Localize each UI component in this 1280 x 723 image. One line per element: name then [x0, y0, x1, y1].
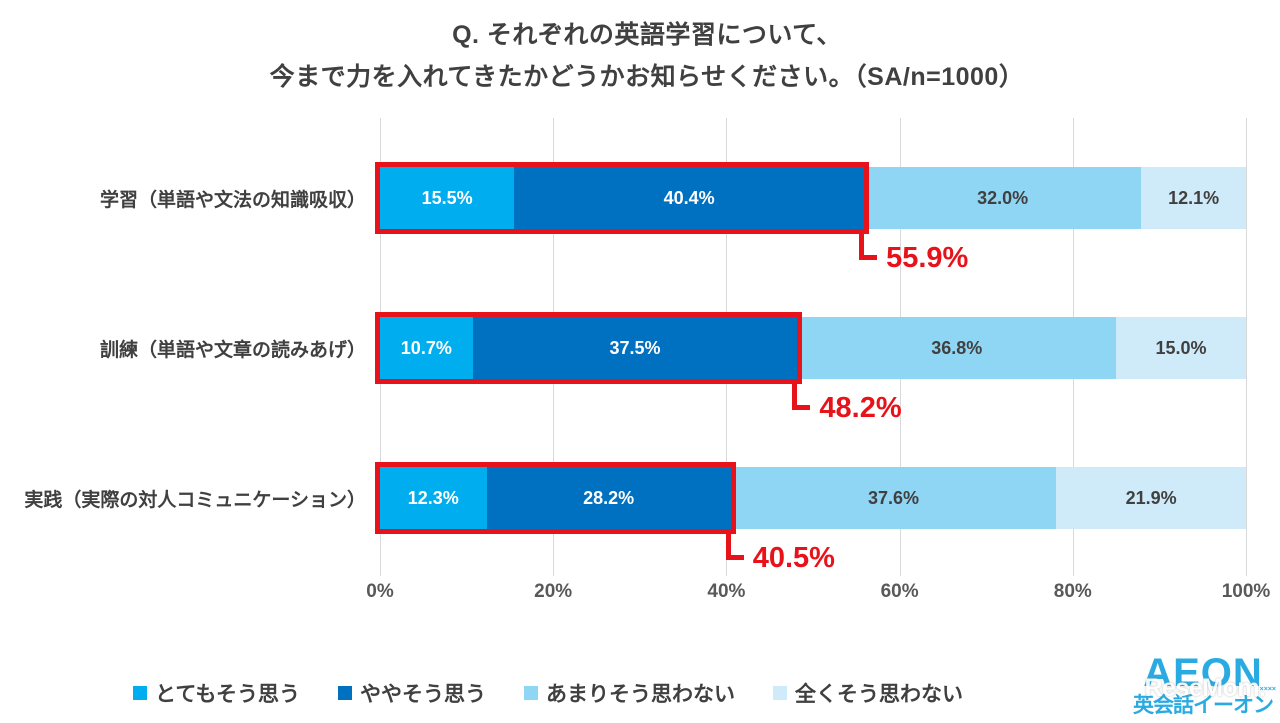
bar-row: 10.7% 37.5% 36.8% 15.0%: [380, 317, 1246, 379]
category-label-2: 実践（実際の対人コミュニケーション）: [24, 490, 366, 511]
x-tick-label-60: 60%: [880, 581, 919, 602]
bar-segment: 12.3%: [380, 467, 487, 529]
legend-label: ややそう思う: [359, 683, 486, 706]
bar-segment: 12.1%: [1141, 167, 1246, 229]
callout-leader-line: [725, 534, 749, 560]
legend-swatch-icon: [337, 686, 352, 700]
bar-segment: 32.0%: [864, 167, 1142, 229]
callout-value: 48.2%: [819, 392, 902, 424]
callout-leader-horizontal: [859, 255, 878, 260]
legend-item[interactable]: ややそう思う: [337, 678, 486, 708]
bar-row: 12.3% 28.2% 37.6% 21.9%: [380, 467, 1246, 529]
callout-leader-vertical: [725, 534, 731, 560]
callout-value: 40.5%: [752, 542, 835, 574]
title-line-2: 今まで力を入れてきたかどうかお知らせください。（SA/n=1000）: [269, 63, 1025, 91]
callout-leader-horizontal: [792, 405, 811, 410]
callout-leader-line: [792, 384, 815, 410]
plot-area: 15.5% 40.4% 32.0% 12.1% 10.7% 37.5% 36.8% 15.0%…: [366, 118, 1270, 602]
bar-segment: 37.6%: [730, 467, 1057, 529]
aeon-logo: AEON ×××× 英会話イーオン: [1128, 651, 1278, 722]
bar-segment: 21.9%: [1056, 467, 1246, 529]
legend-swatch-icon: [772, 686, 787, 700]
bar-segment: 36.8%: [797, 317, 1117, 379]
bar-segment: 15.0%: [1116, 317, 1246, 379]
bar-segment: 40.4%: [514, 167, 865, 229]
callout-leader-horizontal: [725, 555, 744, 560]
x-tick-label-40: 40%: [707, 581, 746, 602]
category-label-1: 訓練（単語や文章の読みあげ）: [99, 340, 366, 361]
resemom-watermark: ReseMom.: [1144, 674, 1266, 702]
legend-item[interactable]: とてもそう思う: [133, 678, 300, 708]
chart-legend: とてもそう思う ややそう思う あまりそう思わない 全くそう思わない: [0, 678, 1096, 708]
callout-value: 55.9%: [886, 242, 969, 274]
callout-leader-line: [859, 234, 882, 260]
aeon-logo-tm: ××××: [1259, 686, 1276, 693]
x-tick-label-20: 20%: [534, 581, 573, 602]
bar-segment: 37.5%: [472, 317, 798, 379]
gridline-100: [1246, 118, 1247, 576]
legend-label: とてもそう思う: [155, 683, 300, 706]
legend-label: あまりそう思わない: [545, 683, 735, 706]
x-tick-label-0: 0%: [366, 581, 394, 602]
legend-swatch-icon: [523, 686, 538, 700]
legend-item[interactable]: 全くそう思わない: [772, 678, 963, 708]
bar-row: 15.5% 40.4% 32.0% 12.1%: [380, 167, 1246, 229]
legend-label: 全くそう思わない: [794, 683, 963, 706]
aeon-logo-sub: 英会話イーオン: [1133, 694, 1274, 717]
x-tick-label-100: 100%: [1221, 581, 1271, 602]
x-tick-label-80: 80%: [1053, 581, 1092, 602]
legend-item[interactable]: あまりそう思わない: [523, 678, 735, 708]
legend-swatch-icon: [133, 686, 148, 700]
aeon-logo-brand: AEON: [1142, 651, 1264, 696]
title-line-1: Q. それぞれの英語学習について、: [452, 21, 842, 49]
bar-segment: 10.7%: [380, 317, 473, 379]
bar-segment: 15.5%: [380, 167, 515, 229]
category-label-0: 学習（単語や文法の知識吸収）: [99, 190, 366, 211]
callout-leader-vertical: [792, 384, 798, 410]
page-title: Q. それぞれの英語学習について、 今まで力を入れてきたかどうかお知らせください…: [0, 14, 1280, 98]
callout-leader-vertical: [859, 234, 865, 260]
bar-segment: 28.2%: [486, 467, 731, 529]
